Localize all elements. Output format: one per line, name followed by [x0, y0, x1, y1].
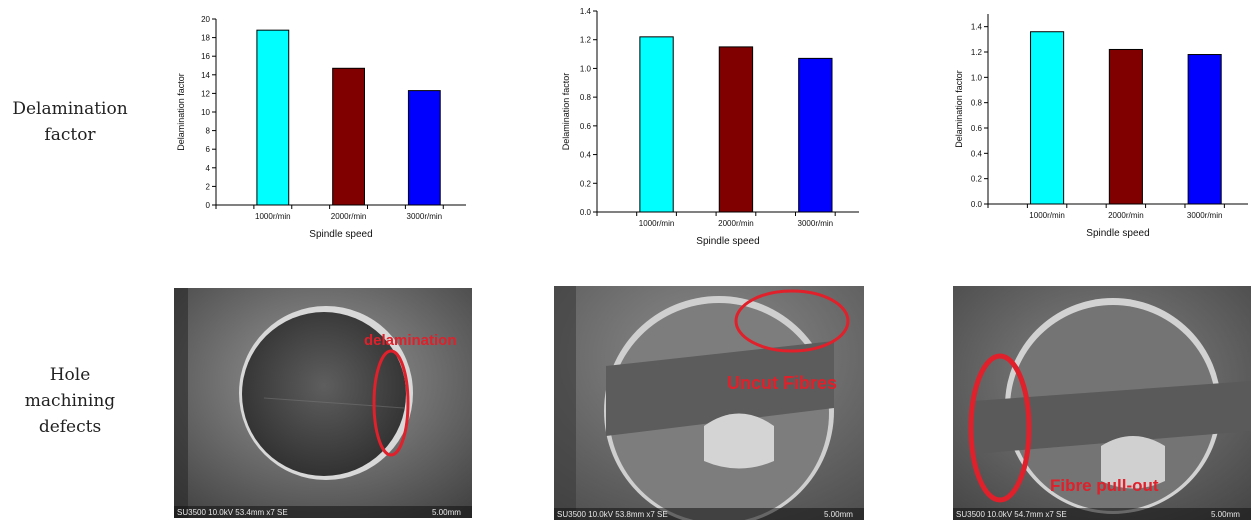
- x-tick-label: 3000r/min: [798, 219, 834, 228]
- row-label-word: factor: [44, 125, 96, 145]
- y-tick-label: 12: [201, 89, 210, 98]
- bar: [407, 90, 441, 206]
- y-tick-label: 1.4: [580, 7, 592, 16]
- sem-caption-2: SU3500 10.0kV 53.8mm x7 SE: [557, 510, 668, 519]
- sem-photo-1: delamination SU3500 10.0kV 53.4mm x7 SE …: [174, 288, 472, 518]
- row-label-word: Delamination: [12, 99, 128, 119]
- y-tick-label: 0.6: [971, 124, 983, 133]
- sem-scale-1: 5.00mm: [432, 508, 461, 517]
- row-label-delamination-factor: Delamination factor: [0, 96, 140, 148]
- x-tick-label: 2000r/min: [718, 219, 754, 228]
- row-label-word: defects: [38, 417, 102, 437]
- y-tick-label: 0.2: [580, 179, 592, 188]
- y-tick-label: 16: [201, 52, 210, 61]
- x-tick-label: 3000r/min: [1187, 211, 1223, 220]
- y-tick-label: 1.0: [971, 73, 983, 82]
- y-tick-label: 0.6: [580, 122, 592, 131]
- sem-scale-3: 5.00mm: [1211, 510, 1240, 519]
- y-tick-label: 14: [201, 71, 210, 80]
- y-tick-label: 8: [206, 127, 211, 136]
- y-axis-title: Delamination factor: [176, 73, 186, 151]
- x-tick-label: 2000r/min: [1108, 211, 1144, 220]
- chart-3-svg: 0.0 0.2 0.4 0.6 0.8 1.0 1.2 1.4 1000r/min 2000r/m…: [954, 14, 1248, 239]
- y-tick-label: 1.4: [971, 23, 983, 32]
- y-tick-label: 10: [201, 108, 210, 117]
- chart-1: 0 2 4 6 8 10 12 14 16 18 20 1000r/min 2000r/min 3000r…: [170, 5, 470, 245]
- annotation-label-1: delamination: [364, 332, 457, 349]
- sem-caption-1: SU3500 10.0kV 53.4mm x7 SE: [177, 508, 288, 517]
- chart-2-svg: 0.0 0.2 0.4 0.6 0.8 1.0 1.2 1.4 1000r/min 2000r/m…: [561, 7, 859, 247]
- annotation-label-2: Uncut Fibres: [727, 373, 837, 393]
- bar: [718, 46, 754, 213]
- sem-scale-2: 5.00mm: [824, 510, 853, 519]
- sem-photo-2: Uncut Fibres SU3500 10.0kV 53.8mm x7 SE …: [554, 286, 864, 520]
- x-tick-label: 1000r/min: [1029, 211, 1065, 220]
- y-axis-title: Delamination factor: [954, 70, 964, 148]
- row-label-hole-machining-defects: Hole machining defects: [0, 362, 140, 440]
- x-tick-label: 1000r/min: [255, 212, 291, 221]
- chart-2: 0.0 0.2 0.4 0.6 0.8 1.0 1.2 1.4 1000r/min 2000r/m…: [555, 5, 865, 250]
- y-tick-label: 0.4: [971, 149, 983, 158]
- annotation-label-3: Fibre pull-out: [1050, 476, 1159, 495]
- row-label-text: Delamination factor: [12, 99, 127, 145]
- annotation-ellipse-3: [968, 353, 1032, 503]
- sem-caption-3: SU3500 10.0kV 54.7mm x7 SE: [956, 510, 1067, 519]
- y-tick-label: 18: [201, 34, 210, 43]
- y-tick-label: 6: [206, 145, 211, 154]
- x-axis-title: Spindle speed: [696, 236, 759, 247]
- row-label-text: Hole machining defects: [25, 365, 115, 437]
- row-label-word: machining: [24, 391, 116, 411]
- sem-image-3: Fibre pull-out SU3500 10.0kV 54.7mm x7 S…: [953, 286, 1251, 520]
- y-tick-label: 4: [206, 164, 211, 173]
- y-tick-label: 0.2: [971, 175, 983, 184]
- y-tick-label: 0: [206, 201, 211, 210]
- bar: [256, 29, 290, 206]
- x-tick-label: 2000r/min: [331, 212, 367, 221]
- y-tick-label: 2: [206, 182, 211, 191]
- y-tick-label: 0.0: [971, 200, 983, 209]
- annotation-ellipse-1: [372, 349, 410, 457]
- x-tick-label: 1000r/min: [639, 219, 675, 228]
- y-tick-label: 1.0: [580, 64, 592, 73]
- y-axis-title: Delamination factor: [561, 73, 571, 151]
- chart-1-svg: 0 2 4 6 8 10 12 14 16 18 20 1000r/min 2000r/min 3000r…: [176, 15, 466, 240]
- row-label-word: Hole: [49, 365, 91, 385]
- y-tick-label: 1.2: [580, 36, 592, 45]
- sem-image-1: delamination SU3500 10.0kV 53.4mm x7 SE …: [174, 288, 472, 518]
- bar: [639, 36, 674, 213]
- bar: [1187, 54, 1222, 205]
- annotation-ellipse-2: [734, 289, 850, 353]
- y-tick-label: 0.8: [580, 93, 592, 102]
- sem-photo-3: Fibre pull-out SU3500 10.0kV 54.7mm x7 S…: [953, 286, 1251, 520]
- x-axis-title: Spindle speed: [1086, 228, 1149, 239]
- chart-3: 0.0 0.2 0.4 0.6 0.8 1.0 1.2 1.4 1000r/min 2000r/m…: [948, 10, 1251, 245]
- bar: [1108, 48, 1143, 205]
- y-tick-label: 1.2: [971, 48, 983, 57]
- bar: [798, 57, 833, 213]
- x-axis-title: Spindle speed: [309, 229, 372, 240]
- bar: [1030, 31, 1065, 205]
- y-tick-label: 0.8: [971, 99, 983, 108]
- bar: [332, 67, 365, 206]
- y-tick-label: 20: [201, 15, 210, 24]
- y-tick-label: 0.4: [580, 151, 592, 160]
- y-tick-label: 0.0: [580, 208, 592, 217]
- x-tick-label: 3000r/min: [407, 212, 443, 221]
- sem-image-2: Uncut Fibres SU3500 10.0kV 53.8mm x7 SE …: [554, 286, 864, 520]
